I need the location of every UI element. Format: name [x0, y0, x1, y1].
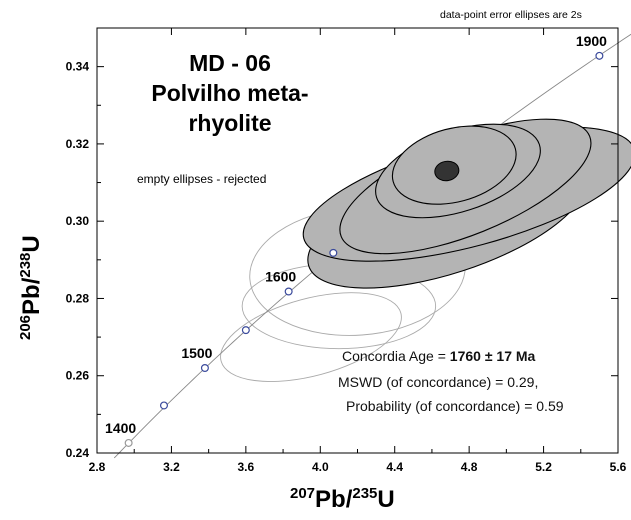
x-axis-isotope-235: 235 — [352, 485, 378, 502]
x-axis-element-u: U — [377, 486, 395, 513]
x-axis-tick-label: 3.6 — [238, 460, 255, 474]
concordia-marker-1500 — [200, 364, 209, 373]
x-axis-tick-label: 4.4 — [386, 460, 403, 474]
x-axis-tick-label: 5.6 — [610, 460, 627, 474]
concordia-marker-1600 — [284, 287, 293, 296]
concordia-age-ellipse — [434, 160, 460, 182]
mswd-result: MSWD (of concordance) = 0.29, — [338, 374, 539, 390]
y-axis-isotope-238: 238 — [17, 252, 34, 278]
concordia-marker-1550 — [241, 326, 250, 335]
probability-result: Probability (of concordance) = 0.59 — [346, 398, 564, 414]
concordia-marker-1900 — [595, 51, 604, 60]
accepted-ellipses — [302, 118, 631, 289]
x-axis-title: 207Pb/235U — [290, 486, 395, 514]
concordia-age-result: Concordia Age = 1760 ± 17 Ma — [342, 348, 631, 364]
x-axis-tick-label: 4.8 — [461, 460, 478, 474]
y-axis-element-pb: Pb/ — [18, 277, 45, 315]
y-axis-tick-label: 0.30 — [66, 214, 90, 228]
y-axis-tick-label: 0.32 — [66, 137, 90, 151]
y-axis-tick-label: 0.26 — [66, 369, 90, 383]
concordia-age-label: Concordia Age = — [342, 348, 450, 364]
concordia-age-label-1500: 1500 — [181, 345, 212, 361]
concordia-marker-1650 — [329, 248, 338, 257]
concordia-age-value: 1760 ± 17 Ma — [449, 348, 536, 364]
sample-title: MD - 06 Polvilho meta- rhyolite — [130, 48, 330, 138]
y-axis-tick-label: 0.28 — [66, 291, 90, 305]
y-axis-isotope-206: 206 — [17, 314, 34, 340]
x-axis-tick-label: 3.2 — [163, 460, 180, 474]
error-ellipse-note: data-point error ellipses are 2s — [440, 9, 582, 21]
sample-name-line-1: Polvilho meta- — [151, 80, 309, 106]
x-axis-tick-label: 4.0 — [312, 460, 329, 474]
y-axis-tick-label: 0.24 — [66, 446, 90, 460]
sample-id: MD - 06 — [189, 50, 271, 76]
sample-name-line-2: rhyolite — [188, 110, 272, 136]
concordia-age-label-1400: 1400 — [105, 420, 136, 436]
y-axis-element-u: U — [18, 235, 45, 253]
x-axis-isotope-207: 207 — [290, 485, 316, 502]
rejected-error-ellipse — [220, 292, 402, 382]
y-axis-title: 206Pb/238U — [17, 235, 46, 340]
x-axis-element-pb: Pb/ — [315, 486, 353, 513]
concordia-marker-1400 — [124, 438, 133, 447]
y-axis-tick-label: 0.34 — [66, 60, 90, 74]
axis-ticks: 2.8 3.2 3.6 4.0 4.4 4.8 5.2 5.6 0.24 0.26 0.28 0.30… — [66, 28, 627, 474]
concordia-age-label-1900: 1900 — [576, 33, 607, 49]
x-axis-tick-label: 2.8 — [89, 460, 106, 474]
x-axis-tick-label: 5.2 — [535, 460, 552, 474]
rejected-ellipses-note: empty ellipses - rejected — [137, 172, 267, 186]
concordia-age-markers: 1400 1500 1600 1900 — [105, 33, 607, 447]
concordia-age-label-1600: 1600 — [265, 269, 296, 285]
concordia-marker-1450 — [159, 401, 168, 410]
